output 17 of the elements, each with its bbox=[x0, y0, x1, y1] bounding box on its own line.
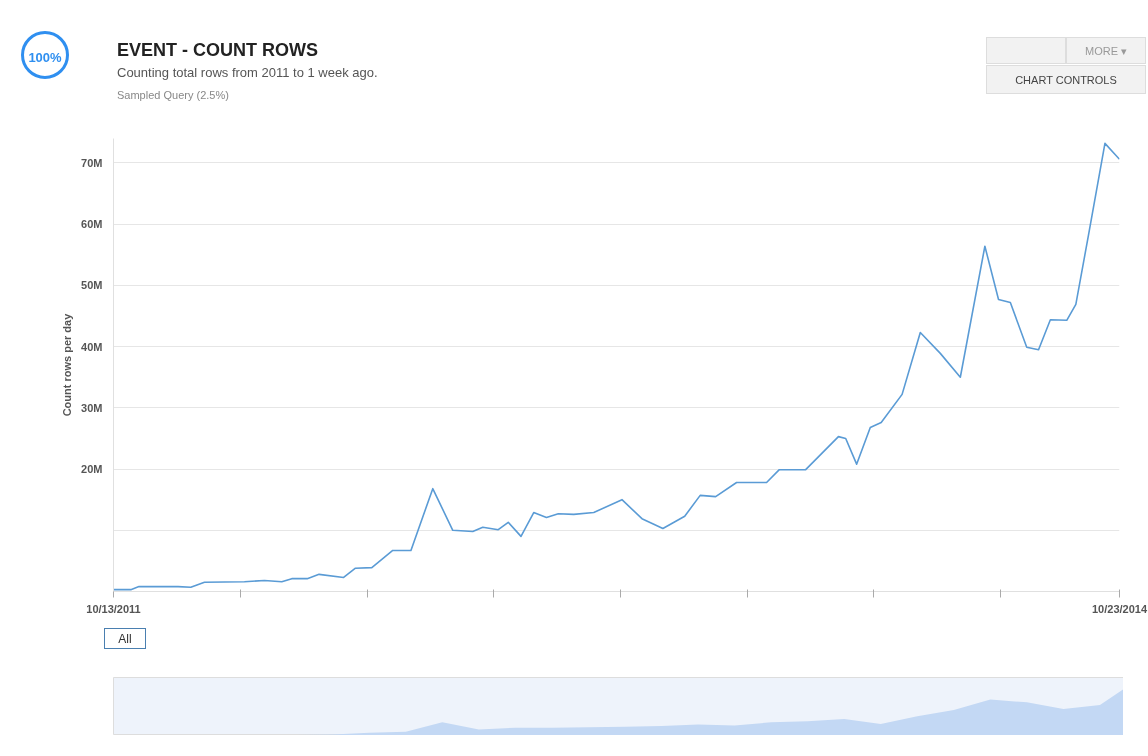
y-tick-label: 40M bbox=[81, 340, 103, 353]
text: CHART CONTROLS bbox=[986, 65, 1146, 94]
text: All bbox=[104, 628, 146, 649]
y-tick-label: 20M bbox=[81, 463, 103, 476]
line-series bbox=[113, 142, 1120, 591]
text: MORE ▾ bbox=[1066, 37, 1146, 64]
y-tick-label: 50M bbox=[81, 279, 103, 292]
text: Sampled Query (2.5%) bbox=[117, 88, 229, 103]
chart-subtitle: Counting total rows from 2011 to 1 week ago. bbox=[117, 64, 378, 82]
x-tick-label: 10/23/2014 bbox=[1091, 602, 1148, 615]
y-tick-label: 30M bbox=[81, 401, 103, 414]
x-tick-label: 10/13/2011 bbox=[86, 602, 141, 615]
y-tick-label: 70M bbox=[81, 156, 103, 169]
y-axis-title: Count rows per day bbox=[61, 312, 74, 417]
y-tick-label: 60M bbox=[81, 218, 103, 231]
text: 100% bbox=[21, 31, 69, 79]
chart-title: EVENT - COUNT ROWS bbox=[117, 39, 318, 62]
